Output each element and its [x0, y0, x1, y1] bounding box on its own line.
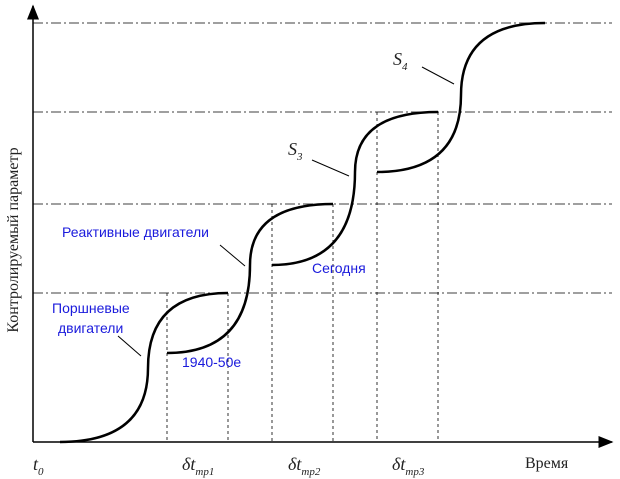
label-sub: 3	[296, 151, 303, 163]
annotation: Реактивные двигатели	[62, 224, 209, 240]
label-main: t	[33, 454, 39, 474]
label-sub: 4	[402, 61, 408, 73]
label-main: δt	[182, 454, 196, 474]
leader-line	[421, 66, 455, 85]
annotation: Сегодня	[312, 260, 366, 276]
curve-label: S3	[288, 139, 303, 163]
annotation: двигатели	[58, 320, 123, 336]
label-main: δt	[288, 454, 302, 474]
s-curve	[376, 21, 546, 174]
curve-label: S4	[393, 49, 408, 73]
leader-line	[117, 335, 142, 357]
interval-label: δtтр1	[182, 454, 214, 478]
interval-label: δtтр2	[288, 454, 321, 478]
s-curve	[271, 110, 439, 267]
leader-line	[219, 244, 246, 267]
label-sub: 0	[38, 466, 44, 478]
label-sub: тр1	[195, 466, 214, 478]
origin-label: t0	[33, 454, 44, 478]
y-axis-label: Контролируемый параметр	[5, 147, 22, 332]
s-curve	[166, 202, 334, 355]
label-main: δt	[392, 454, 406, 474]
annotation: 1940-50е	[182, 354, 241, 370]
label-sub: тр3	[405, 466, 424, 478]
label-main: S	[393, 49, 402, 69]
interval-label: δtтр3	[392, 454, 425, 478]
annotation: Поршневые	[52, 300, 130, 316]
leader-line	[311, 159, 350, 177]
vertical-guides	[166, 112, 439, 442]
s-curve	[59, 291, 229, 444]
x-axis-label: Время	[525, 455, 569, 472]
label-sub: тр2	[301, 466, 320, 478]
label-main: S	[288, 139, 297, 159]
